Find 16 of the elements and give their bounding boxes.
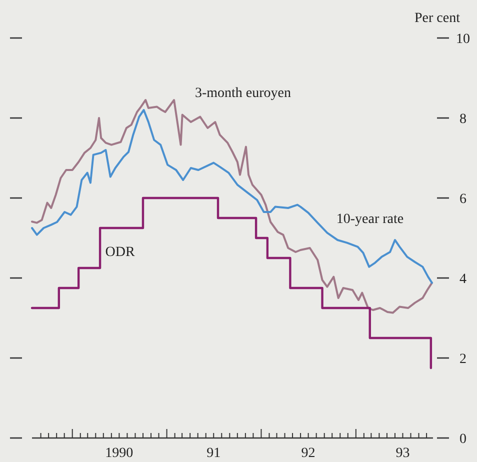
y-tick-label: 2 bbox=[460, 352, 466, 367]
y-tick-label: 8 bbox=[460, 112, 466, 127]
line-series bbox=[31, 99, 433, 314]
y-tick-label: 10 bbox=[456, 32, 470, 47]
series-label: ODR bbox=[105, 245, 136, 260]
y-tick-label: 4 bbox=[460, 272, 466, 287]
series-label: 10-year rate bbox=[336, 212, 404, 227]
x-tick-label: 92 bbox=[301, 446, 316, 461]
x-tick-label: 93 bbox=[396, 446, 410, 461]
series-label: 3-month euroyen bbox=[194, 86, 292, 101]
line-series bbox=[31, 109, 433, 284]
y-tick-label: 0 bbox=[460, 432, 466, 447]
y-axis-title: Per cent bbox=[414, 11, 460, 26]
y-tick-label: 6 bbox=[460, 192, 466, 207]
x-tick-label: 1990 bbox=[105, 446, 134, 461]
x-tick-label: 91 bbox=[206, 446, 221, 461]
